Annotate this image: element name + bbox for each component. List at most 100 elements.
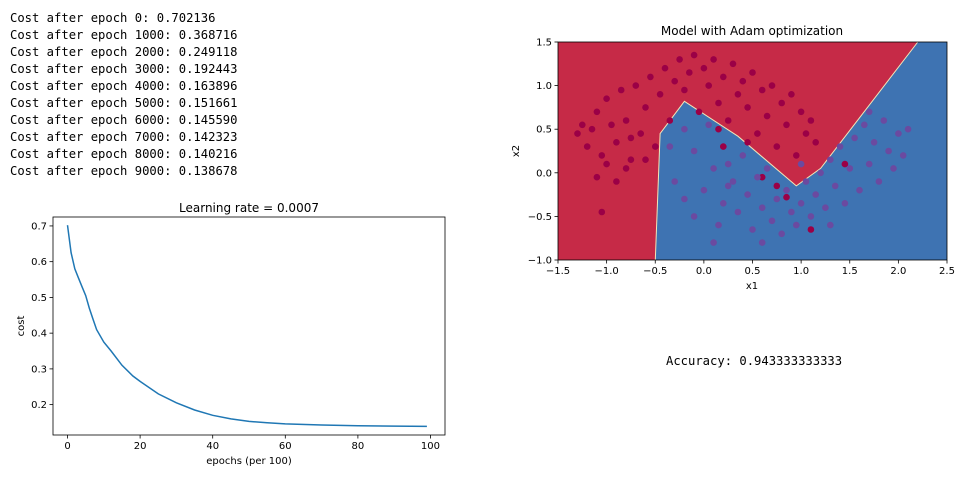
class0-point [622,117,630,124]
log-line: Cost after epoch 9000: 0.138678 [10,164,238,178]
class1-point [783,186,790,194]
class1-region [558,42,947,260]
y-tick-label: 0.5 [31,293,47,304]
class1-point [841,200,849,207]
class1-point [671,178,678,185]
y-tick-label: 1.0 [536,81,552,92]
class0-point [739,77,747,85]
class0-point [603,160,610,168]
class1-point [705,121,712,129]
class0-point [695,108,703,116]
y-tick-label: 0.7 [31,221,47,232]
class0-point [754,130,761,137]
class0-point [744,139,751,146]
x-tick-label: 2.5 [939,266,955,277]
class1-point [724,182,732,190]
class0-point [724,117,732,124]
scatter-plot-frame [557,41,948,261]
class1-point [827,221,834,229]
class0-point [627,134,635,142]
class1-point [890,165,897,172]
scatter-chart-xlabel: x1 [746,281,758,292]
log-line: Cost after epoch 1000: 0.368716 [10,28,238,42]
class1-point [802,178,810,185]
class0-point [613,178,620,185]
class0-point [715,125,722,133]
class1-point [773,195,781,203]
x-tick-label: 80 [352,441,365,452]
class0-point [690,51,698,59]
class0-point [773,182,781,190]
x-tick-label: 60 [279,441,292,452]
cost-series-line [66,225,427,428]
class1-point [797,160,805,168]
class1-point [720,200,727,207]
log-line: Cost after epoch 8000: 0.140216 [10,147,238,161]
class1-point [880,117,888,124]
x-tick-label: 100 [421,441,440,452]
class0-point [617,86,625,94]
log-line: Cost after epoch 0: 0.702136 [10,11,216,25]
class1-point [724,160,732,168]
class0-point [763,112,771,120]
y-tick-label: 0.4 [31,329,47,340]
class0-point [637,130,644,137]
class0-point [788,91,795,98]
x-tick-label: −1.0 [594,266,618,277]
y-tick-label: 0.5 [536,125,552,136]
class0-point [710,56,717,63]
class0-point [588,125,596,133]
x-tick-label: 20 [134,441,147,452]
cost-chart-ylabel: cost [16,316,27,337]
class1-point [758,239,766,246]
class0-point [666,117,674,124]
cost-chart-title: Learning rate = 0.0007 [179,201,319,215]
decision-boundary-line [654,41,919,261]
class1-point [710,165,717,172]
y-tick-label: −1.0 [528,256,552,267]
class0-point [647,73,654,81]
cost-chart-xlabel: epochs (per 100) [206,456,292,467]
class0-point [686,69,693,76]
x-tick-label: 1.5 [842,266,858,277]
x-tick-label: 0 [64,441,70,452]
x-tick-label: −0.5 [643,266,667,277]
scatter-chart-ylabel: x2 [511,145,522,157]
class0-point [574,130,581,137]
class0-point [608,121,615,129]
class0-point [758,86,766,94]
y-tick-label: 0.6 [31,257,47,268]
class0-point [598,208,606,216]
y-tick-label: 0.2 [31,400,47,411]
class1-point [690,147,698,155]
class0-point [812,139,819,146]
class0-point [807,226,815,233]
class1-point [870,139,878,146]
class1-point [729,178,737,185]
training-log: Cost after epoch 0: 0.702136 Cost after … [10,10,237,180]
class0-point [583,143,591,150]
class1-point [768,217,776,225]
class0-point [715,99,722,107]
class1-point [875,178,883,185]
class0-point [841,160,849,168]
class1-point [758,204,766,211]
class1-point [715,221,722,229]
class1-point [822,204,829,211]
class0-point [661,64,669,72]
class1-point [817,169,824,177]
class1-point [865,160,873,168]
class0-point [627,156,635,163]
class0-point [681,86,688,94]
class1-point [836,143,844,150]
log-line: Cost after epoch 6000: 0.145590 [10,113,238,127]
class0-point [676,56,683,63]
y-tick-label: −0.5 [528,212,552,223]
class0-point [613,139,620,146]
class1-point [778,230,785,238]
class0-point [720,73,727,81]
log-line: Cost after epoch 4000: 0.163896 [10,79,238,93]
class0-point [642,104,649,111]
class0-point [652,143,659,150]
scatter-chart-title: Model with Adam optimization [661,24,843,38]
